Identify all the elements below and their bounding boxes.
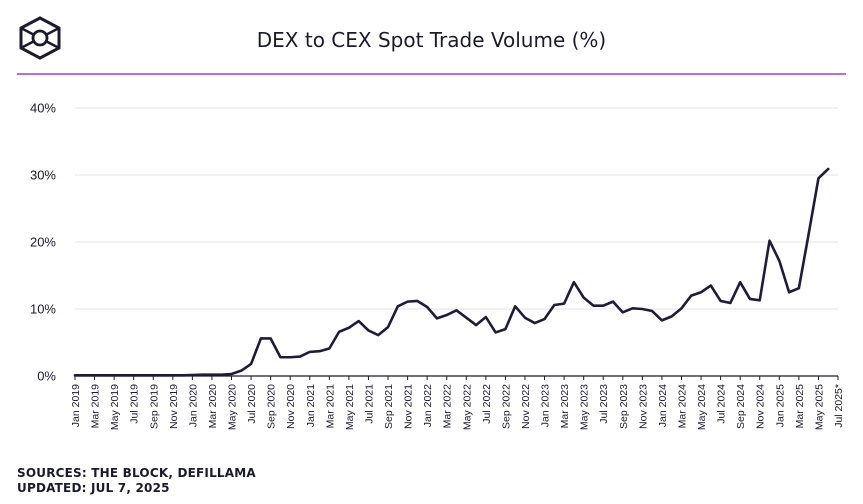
x-tick-label: May 2020: [227, 384, 239, 430]
x-tick-label: Nov 2021: [403, 384, 415, 429]
x-tick-label: Jul 2022: [481, 384, 493, 424]
grid-lines: [75, 107, 838, 310]
x-tick-label: Jan 2021: [305, 384, 317, 427]
x-tick-label: Jan 2024: [657, 384, 669, 427]
x-tick-label: May 2024: [696, 384, 708, 430]
x-tick-label: Jul 2019: [129, 384, 141, 424]
y-tick-label: 30%: [30, 168, 56, 183]
x-tick-label: May 2021: [344, 384, 356, 430]
sources-footer: SOURCES: THE BLOCK, DEFILLAMA UPDATED: J…: [17, 466, 256, 496]
y-tick-label: 0%: [37, 369, 56, 384]
x-tick-label: Jan 2023: [540, 384, 552, 427]
y-tick-label: 20%: [30, 235, 56, 250]
x-tick-label: Sep 2023: [618, 384, 630, 429]
x-tick-label: Jul 2024: [716, 384, 728, 424]
x-tick-label: May 2022: [461, 384, 473, 430]
x-tick-label: Mar 2024: [676, 384, 688, 429]
x-tick-label: Nov 2020: [285, 384, 297, 429]
x-tick-label: May 2023: [579, 384, 591, 430]
y-tick-label: 10%: [30, 302, 56, 317]
x-tick-label: Nov 2019: [168, 384, 180, 429]
x-tick-label: Mar 2021: [324, 384, 336, 429]
x-tick-label: Sep 2019: [148, 384, 160, 429]
chart-title: DEX to CEX Spot Trade Volume (%): [256, 28, 607, 52]
x-tick-label: Nov 2023: [637, 384, 649, 429]
line-chart: 0%10%20%30%40% Jan 2019 Mar 2019 May 2019 J…: [30, 101, 845, 431]
x-tick-label: Sep 2021: [383, 384, 395, 429]
x-tick-label: Jul 2021: [363, 384, 375, 424]
y-tick-label: 40%: [30, 101, 56, 116]
x-tick-label: May 2025: [813, 384, 825, 430]
x-axis-ticks: Jan 2019 Mar 2019 May 2019 Jul 2019 Sep 2019…: [70, 376, 845, 430]
x-tick-label: Nov 2022: [520, 384, 532, 429]
x-tick-label: Jan 2022: [422, 384, 434, 427]
x-tick-label: Jan 2025: [774, 384, 786, 427]
x-tick-label: Jan 2019: [70, 384, 82, 427]
sources-text: SOURCES: THE BLOCK, DEFILLAMA: [17, 466, 256, 480]
updated-text: UPDATED: JUL 7, 2025: [17, 481, 170, 495]
x-tick-label: May 2019: [109, 384, 121, 430]
x-tick-label: Nov 2024: [755, 384, 767, 429]
x-tick-label: Mar 2020: [207, 384, 219, 429]
x-tick-label: Jan 2020: [187, 384, 199, 427]
x-tick-label: Sep 2022: [500, 384, 512, 429]
x-tick-label: Jul 2020: [246, 384, 258, 424]
x-tick-label: Sep 2024: [735, 384, 747, 429]
y-axis-ticks: 0% 10% 20% 30% 40%: [30, 101, 56, 384]
header-divider: [17, 73, 846, 75]
x-tick-label: Mar 2023: [559, 384, 571, 429]
x-tick-label: Mar 2019: [90, 384, 102, 429]
x-tick-label: Jul 2025*: [833, 384, 845, 428]
x-tick-label: Sep 2020: [266, 384, 278, 429]
x-tick-label: Mar 2025: [794, 384, 806, 429]
x-tick-label: Jul 2023: [598, 384, 610, 424]
series-line-dex-to-cex: [73, 167, 830, 377]
x-tick-label: Mar 2022: [442, 384, 454, 429]
cube-logo-icon: [19, 16, 61, 60]
